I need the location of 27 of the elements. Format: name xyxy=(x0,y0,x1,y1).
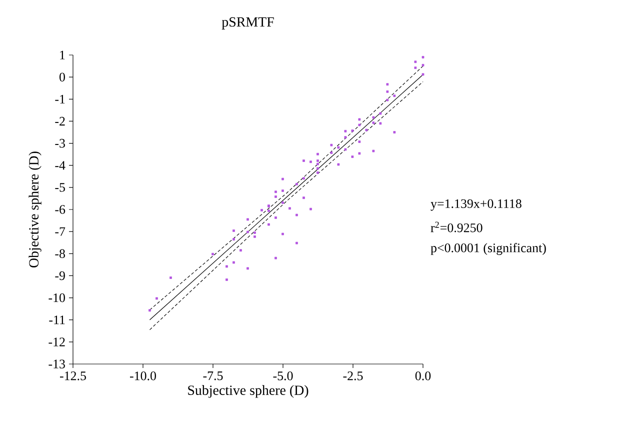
y-tick-label: -5 xyxy=(55,183,65,192)
y-tick-label: -1 xyxy=(55,94,65,104)
y-tick-label: -12 xyxy=(48,338,65,346)
text: r$^{2}$=0.9250 xyxy=(430,222,482,232)
x-tick-label: -12.5 xyxy=(60,372,86,380)
y-tick-label: -3 xyxy=(55,138,65,148)
chart-title: pSRMTF xyxy=(222,17,274,30)
x-axis-title: Subjective sphere (D) xyxy=(188,385,308,398)
x-tick-label: -5.0 xyxy=(273,372,293,380)
y-tick-label: -4 xyxy=(55,161,66,170)
y-tick-label: 0 xyxy=(60,72,65,82)
y-tick-label: -6 xyxy=(55,205,66,214)
x-tick-label: -7.5 xyxy=(203,372,223,380)
x-tick-label: -10.0 xyxy=(130,372,156,380)
x-tick-label: -2.5 xyxy=(343,372,363,380)
y-tick-label: -2 xyxy=(55,116,65,126)
y-tick-label: -7 xyxy=(55,227,66,236)
y-tick-label: -11 xyxy=(49,316,65,324)
y-tick-label: 1 xyxy=(60,50,65,60)
x-tick-label: 0.0 xyxy=(415,372,431,380)
y-tick-label: -10 xyxy=(48,293,65,302)
y-tick-label: -13 xyxy=(48,360,65,368)
text: p<0.0001 (significant) xyxy=(430,243,546,255)
text: y=1.139x+0.1118 xyxy=(430,199,522,211)
y-tick-label: -9 xyxy=(55,271,65,280)
y-tick-label: -8 xyxy=(55,249,65,258)
y-axis-title: Objective sphere (D) xyxy=(28,152,42,268)
